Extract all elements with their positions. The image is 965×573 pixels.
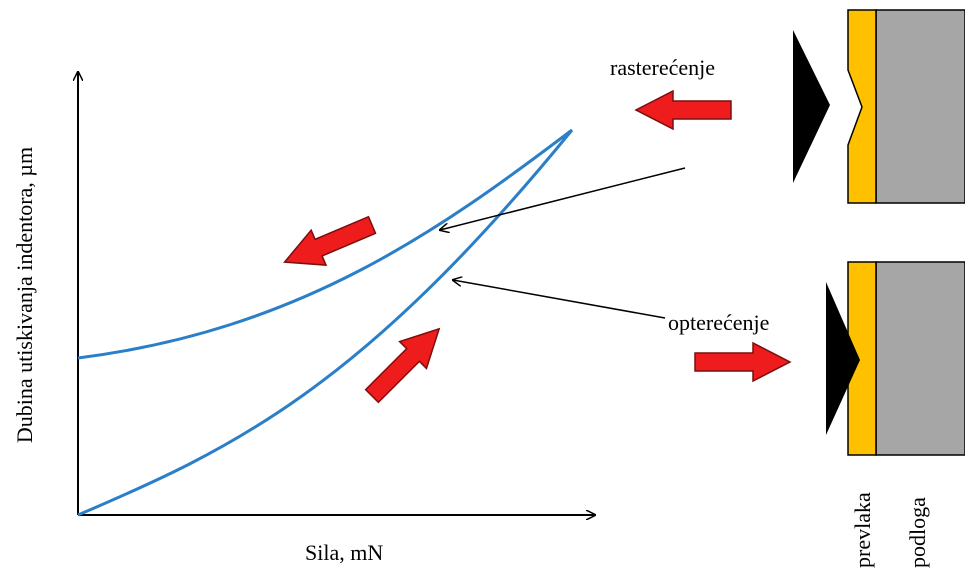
pointer-arrow [453, 280, 666, 319]
indenter [826, 282, 860, 435]
substrate [875, 261, 965, 456]
coating [847, 9, 877, 204]
loading-direction-arrow [357, 314, 454, 411]
loading-label: opterećenje [668, 310, 769, 335]
y-axis-label: Dubina utiskivanja indentora, µm [12, 147, 37, 443]
loading-arrow [694, 342, 791, 382]
unloading-curve [77, 128, 573, 360]
substrate [875, 9, 965, 204]
substrate-label: podloga [905, 497, 930, 568]
unloading-arrow [635, 90, 732, 130]
loading-curve [77, 129, 574, 517]
pointer-arrow [440, 167, 686, 230]
unloading-label: rasterećenje [610, 55, 715, 80]
x-axis-label: Sila, mN [305, 540, 383, 565]
indenter [793, 30, 830, 183]
coating-label: prevlaka [850, 492, 875, 568]
